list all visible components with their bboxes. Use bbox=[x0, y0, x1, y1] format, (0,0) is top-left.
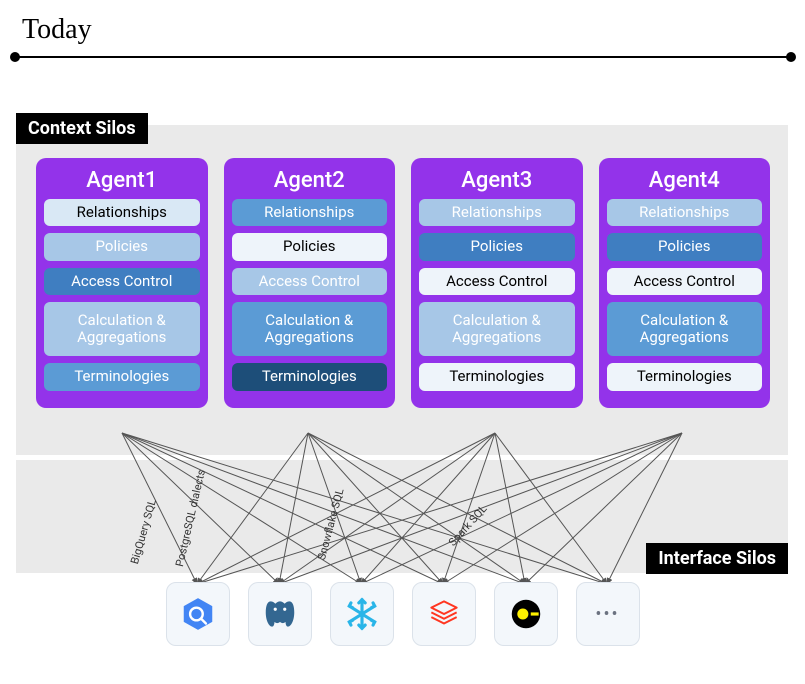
agent-chip: Calculation &Aggregations bbox=[232, 302, 388, 357]
more-tile: ••• bbox=[576, 582, 640, 646]
agent-chip: Access Control bbox=[419, 268, 575, 295]
agent-chip: Terminologies bbox=[44, 363, 200, 390]
agent-chip: Calculation &Aggregations bbox=[607, 302, 763, 357]
agent-title: Agent3 bbox=[419, 164, 575, 199]
postgresql-icon bbox=[261, 595, 299, 633]
databricks-icon bbox=[425, 595, 463, 633]
agent-chip: Relationships bbox=[232, 199, 388, 226]
database-row: ••• bbox=[0, 582, 805, 646]
duckdb-icon bbox=[507, 595, 545, 633]
agent-title: Agent4 bbox=[607, 164, 763, 199]
agent-chip: Policies bbox=[419, 233, 575, 260]
agent-chip: Terminologies bbox=[607, 363, 763, 390]
agent-chip: Policies bbox=[44, 233, 200, 260]
agent-chip: Policies bbox=[232, 233, 388, 260]
snowflake-tile bbox=[330, 582, 394, 646]
interface-silos-label: Interface Silos bbox=[646, 543, 788, 574]
agent-chip: Access Control bbox=[44, 268, 200, 295]
agent-title: Agent2 bbox=[232, 164, 388, 199]
agent-title: Agent1 bbox=[44, 164, 200, 199]
context-silos-label: Context Silos bbox=[16, 113, 148, 144]
agent-chip: Calculation &Aggregations bbox=[44, 302, 200, 357]
agent-chip: Access Control bbox=[607, 268, 763, 295]
agent-chip: Terminologies bbox=[232, 363, 388, 390]
snowflake-icon bbox=[343, 595, 381, 633]
page-title: Today bbox=[22, 14, 92, 46]
databricks-tile bbox=[412, 582, 476, 646]
agent-card: Agent1Relationships Policies Access Contro… bbox=[36, 158, 208, 408]
agent-chip: Relationships bbox=[44, 199, 200, 226]
agent-chip: Access Control bbox=[232, 268, 388, 295]
agent-card: Agent2Relationships Policies Access Contro… bbox=[224, 158, 396, 408]
agent-chip: Relationships bbox=[607, 199, 763, 226]
agents-row: Agent1RelationshipsPoliciesAccess Contro… bbox=[36, 158, 770, 408]
more-icon: ••• bbox=[595, 604, 619, 625]
agent-chip: Policies bbox=[607, 233, 763, 260]
postgresql-tile bbox=[248, 582, 312, 646]
bigquery-icon bbox=[179, 595, 217, 633]
agent-card: Agent4Relationships Policies Access Contro… bbox=[599, 158, 771, 408]
agent-chip: Calculation &Aggregations bbox=[419, 302, 575, 357]
agent-card: Agent3Relationships Policies Access Contro… bbox=[411, 158, 583, 408]
agent-chip: Terminologies bbox=[419, 363, 575, 390]
title-rule bbox=[14, 56, 792, 58]
bigquery-tile bbox=[166, 582, 230, 646]
duckdb-tile bbox=[494, 582, 558, 646]
agent-chip: Relationships bbox=[419, 199, 575, 226]
